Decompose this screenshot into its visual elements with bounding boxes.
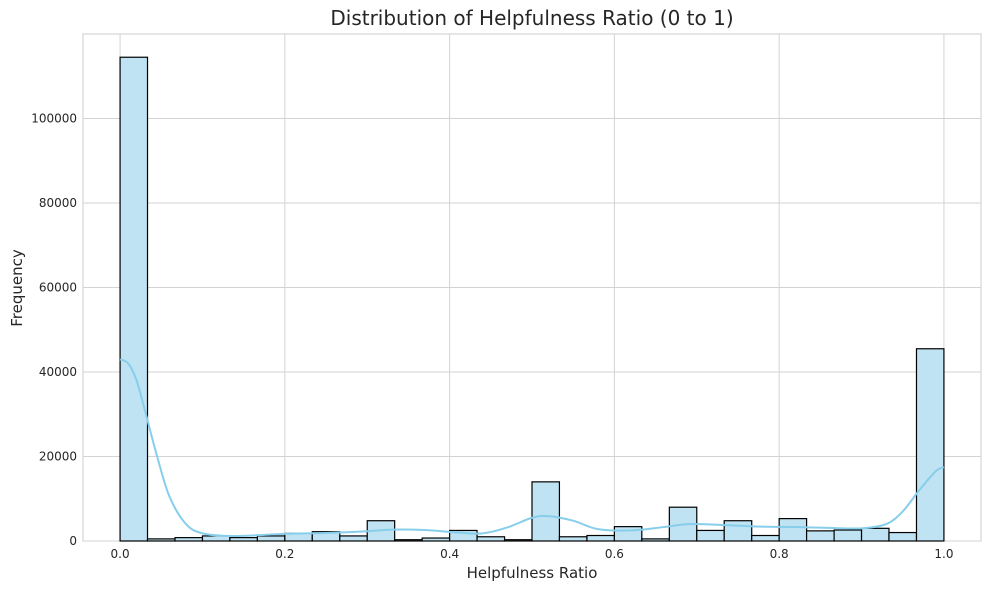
histogram-bar	[421, 537, 451, 542]
histogram-bar	[805, 530, 835, 542]
histogram-bar	[531, 481, 561, 542]
y-axis-ticks: 0 20000 40000 60000 80000 100000	[31, 112, 77, 549]
x-axis-label: Helpfulness Ratio	[467, 564, 598, 582]
histogram-bar	[558, 536, 588, 542]
x-tick-label: 0.2	[275, 547, 294, 561]
y-axis-label: Frequency	[8, 249, 26, 327]
histogram-bar	[915, 348, 945, 542]
y-tick-label: 100000	[31, 112, 77, 126]
histogram-bar	[641, 538, 670, 542]
histogram-bar	[613, 526, 643, 542]
histogram-bar	[449, 529, 478, 542]
kde-curve	[119, 358, 945, 538]
histogram-bar	[256, 535, 286, 542]
histogram-bar	[888, 531, 918, 542]
histogram-bar	[696, 529, 725, 542]
histogram-bar	[146, 538, 176, 542]
histogram-bar	[476, 536, 506, 542]
y-tick-label: 60000	[39, 281, 77, 295]
x-tick-label: 0.6	[605, 547, 624, 561]
x-tick-label: 0.0	[111, 547, 130, 561]
x-tick-label: 0.4	[440, 547, 459, 561]
histogram-bar	[394, 539, 423, 542]
x-tick-label: 0.8	[770, 547, 789, 561]
y-tick-label: 20000	[39, 450, 77, 464]
histogram-bar	[119, 56, 149, 542]
y-tick-label: 40000	[39, 365, 77, 379]
histogram-bar	[339, 535, 368, 542]
histogram-bar	[778, 518, 808, 542]
x-tick-label: 1.0	[934, 547, 953, 561]
y-tick-label: 80000	[39, 196, 77, 210]
histogram-bar	[751, 534, 780, 542]
histogram-bar	[833, 529, 863, 542]
histogram-bar	[229, 537, 259, 542]
histogram-bar	[174, 537, 204, 542]
y-tick-label: 0	[69, 534, 77, 548]
histogram-bar	[860, 527, 890, 542]
histogram-bar	[586, 534, 615, 542]
histogram-bar	[723, 520, 753, 542]
histogram-bar	[503, 539, 533, 542]
chart-title: Distribution of Helpfulness Ratio (0 to …	[330, 6, 733, 30]
x-axis-ticks: 0.0 0.2 0.4 0.6 0.8 1.0	[111, 547, 954, 561]
